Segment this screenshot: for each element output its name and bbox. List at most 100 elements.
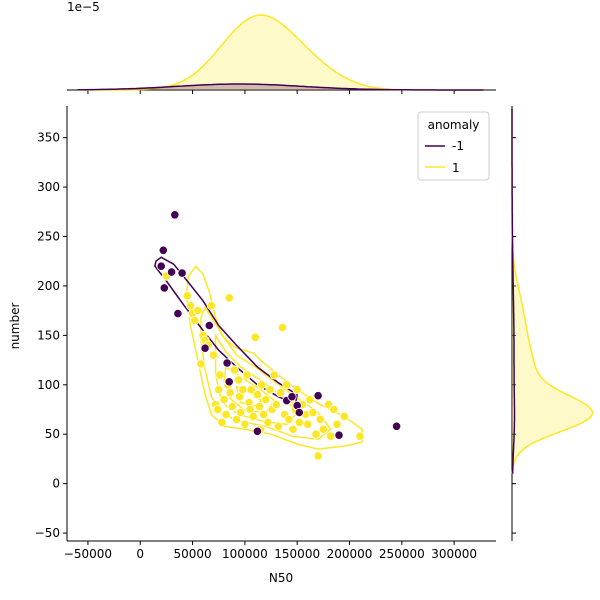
point-anomaly-neg1 <box>204 320 214 331</box>
point-anomaly-1 <box>182 291 192 301</box>
point-anomaly-1 <box>275 388 286 398</box>
y-tick-label: 100 <box>37 378 60 392</box>
x-tick-label: 100000 <box>222 547 268 561</box>
point-anomaly-1 <box>303 419 313 429</box>
point-anomaly-1 <box>206 301 216 311</box>
y-tick-label: 50 <box>45 427 60 441</box>
point-anomaly-1 <box>339 411 349 421</box>
point-anomaly-1 <box>263 417 273 427</box>
y-tick-label: 350 <box>37 131 60 145</box>
kde-contours <box>154 256 363 450</box>
point-anomaly-neg1 <box>287 392 297 402</box>
point-anomaly-1 <box>221 409 231 420</box>
point-anomaly-1 <box>311 429 321 439</box>
y-axis-label: number <box>8 303 22 350</box>
kde-contour-neg1 <box>154 256 299 406</box>
point-anomaly-1 <box>288 424 298 434</box>
point-anomaly-1 <box>215 370 225 380</box>
legend-label-1: 1 <box>452 161 460 175</box>
point-anomaly-neg1 <box>313 391 323 401</box>
point-anomaly-neg1 <box>167 267 177 277</box>
x-tick-label: 0 <box>136 547 144 561</box>
point-anomaly-1 <box>208 350 219 360</box>
point-anomaly-1 <box>229 365 239 375</box>
point-anomaly-1 <box>259 409 269 420</box>
top-marginal-density <box>67 14 496 94</box>
x-tick-label: 150000 <box>274 547 320 561</box>
point-anomaly-1 <box>217 417 227 427</box>
point-anomaly-1 <box>318 424 328 434</box>
point-anomaly-1 <box>332 419 342 429</box>
point-anomaly-neg1 <box>177 268 187 278</box>
point-anomaly-1 <box>227 401 237 412</box>
right-density-fill-1 <box>512 107 593 474</box>
y-tick-label: 250 <box>37 230 60 244</box>
y-tick-label: 0 <box>52 477 60 491</box>
x-axis-label: N50 <box>269 571 293 585</box>
point-anomaly-1 <box>213 404 223 415</box>
scatter-points <box>156 210 402 461</box>
point-anomaly-1 <box>234 375 244 385</box>
legend-frame <box>417 111 490 181</box>
point-anomaly-1 <box>256 380 267 390</box>
point-anomaly-1 <box>246 385 256 395</box>
y-tick-label: 200 <box>37 279 60 293</box>
point-anomaly-1 <box>292 385 302 395</box>
x-tick-label: 250000 <box>379 547 425 561</box>
point-anomaly-neg1 <box>159 283 169 293</box>
point-anomaly-neg1 <box>158 245 168 255</box>
y-tick-label: 150 <box>37 328 60 342</box>
point-anomaly-1 <box>305 394 315 405</box>
point-anomaly-neg1 <box>222 358 232 368</box>
right-density-neg1 <box>511 109 516 474</box>
point-anomaly-1 <box>242 370 252 380</box>
y-tick-label: 300 <box>37 180 60 194</box>
point-anomaly-1 <box>277 322 288 333</box>
point-anomaly-1 <box>329 404 339 415</box>
point-anomaly-1 <box>315 414 325 424</box>
legend-title: anomaly <box>428 118 480 132</box>
point-anomaly-neg1 <box>224 377 234 387</box>
point-anomaly-1 <box>190 315 200 326</box>
point-anomaly-1 <box>265 385 275 395</box>
point-anomaly-1 <box>196 359 206 369</box>
point-anomaly-1 <box>224 293 234 303</box>
point-anomaly-1 <box>193 305 203 316</box>
point-anomaly-1 <box>282 380 292 390</box>
x-axis-ticks: −50000 0 50000 100000 150000 200000 250000 3000… <box>64 541 477 561</box>
top-marginal-exponent-label: 1e−5 <box>67 0 100 14</box>
point-anomaly-1 <box>269 370 279 380</box>
point-anomaly-1 <box>231 414 242 424</box>
x-tick-label: −50000 <box>64 547 112 561</box>
point-anomaly-neg1 <box>156 261 166 271</box>
right-marginal-density <box>511 106 594 541</box>
kde-contour-1 <box>200 306 332 440</box>
point-anomaly-neg1 <box>173 308 183 319</box>
axes-spines <box>66 106 496 542</box>
point-anomaly-1 <box>219 394 229 405</box>
top-density-fill-1 <box>77 15 486 90</box>
point-anomaly-1 <box>185 301 196 311</box>
point-anomaly-neg1 <box>334 430 344 440</box>
legend-label-neg1: -1 <box>452 139 464 153</box>
point-anomaly-1 <box>238 385 248 395</box>
point-anomaly-1 <box>225 388 235 398</box>
point-anomaly-1 <box>252 390 262 400</box>
point-anomaly-1 <box>355 431 365 441</box>
point-anomaly-1 <box>271 399 281 410</box>
x-tick-label: 300000 <box>431 547 477 561</box>
point-anomaly-1 <box>261 394 271 405</box>
point-anomaly-1 <box>240 419 250 429</box>
point-anomaly-1 <box>284 414 294 424</box>
legend: anomaly -1 1 <box>417 111 490 181</box>
point-anomaly-1 <box>273 421 283 431</box>
point-anomaly-1 <box>313 451 323 461</box>
y-tick-label: −50 <box>35 526 60 540</box>
point-anomaly-1 <box>308 407 318 418</box>
scatter-axes: −50000 0 50000 100000 150000 200000 250000 3000… <box>35 106 496 561</box>
point-anomaly-neg1 <box>252 426 262 436</box>
point-anomaly-1 <box>254 401 265 412</box>
point-anomaly-1 <box>326 431 336 441</box>
point-anomaly-neg1 <box>200 343 210 353</box>
x-tick-label: 50000 <box>173 547 211 561</box>
